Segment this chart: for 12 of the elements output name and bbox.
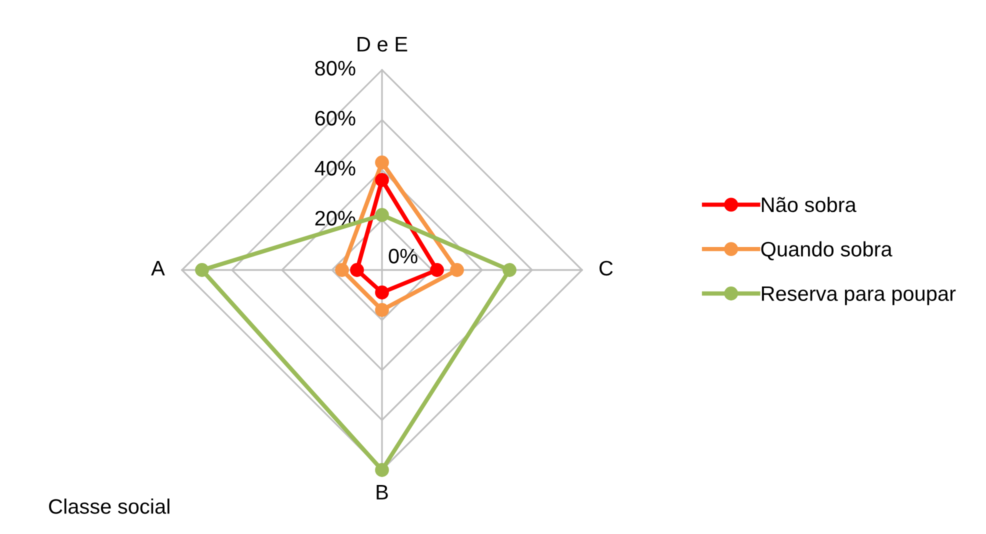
legend-label: Reserva para poupar [762, 286, 956, 306]
spoke-label: C [600, 260, 613, 276]
y-tick-label: 80% [315, 60, 356, 76]
legend-label: Quando sobra [761, 241, 892, 260]
y-tick-label: 40% [314, 160, 356, 176]
y-tick-label: 0% [388, 248, 418, 264]
spoke-label: D e E [358, 37, 408, 52]
text: Classe social [49, 498, 170, 514]
legend-label: Não sobra [762, 196, 856, 212]
spoke-label: B [376, 485, 388, 500]
y-tick-label: 60% [315, 110, 356, 126]
spoke-label: A [151, 261, 165, 276]
